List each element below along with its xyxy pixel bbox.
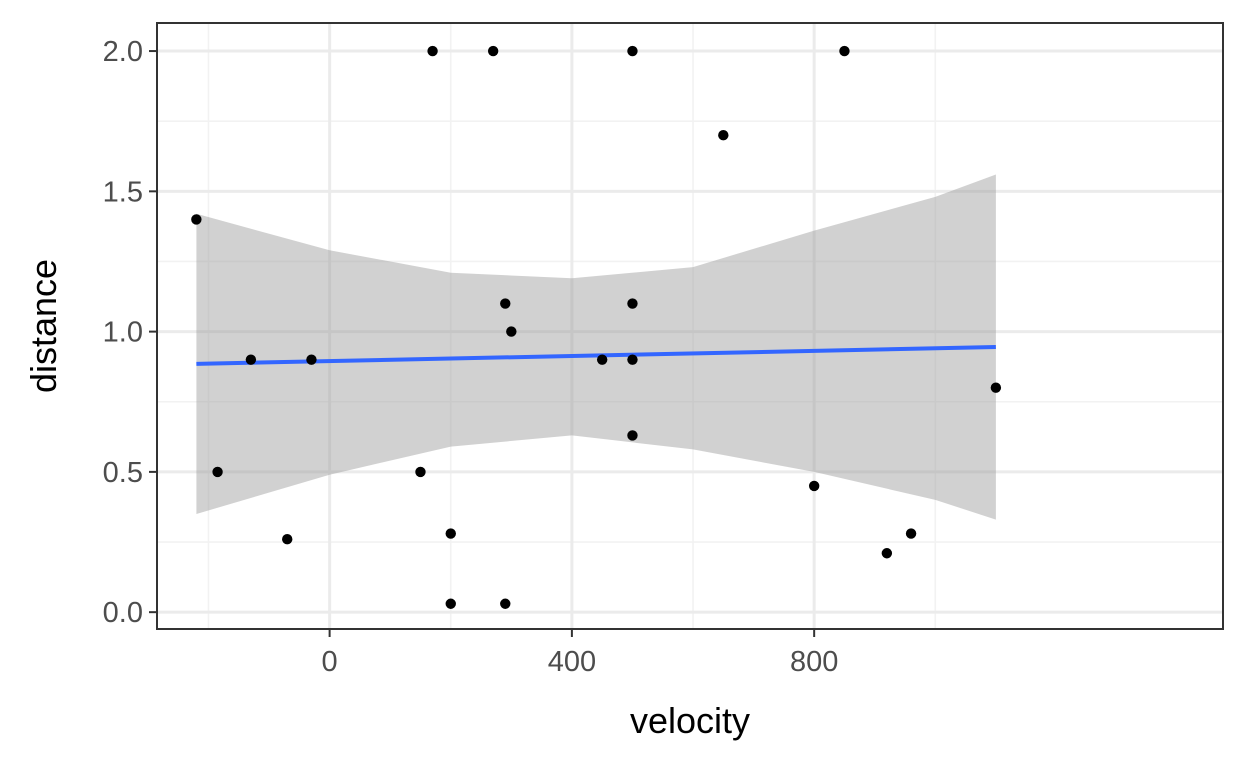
x-axis-ticks: 0 400 800 [322,629,838,678]
y-axis-title: distance [23,259,64,393]
y-axis-ticks: 0.0 0.5 1.0 1.5 2.0 [103,36,157,629]
data-point [905,528,917,539]
data-point [245,354,257,365]
data-point [808,480,820,492]
data-point [627,45,638,57]
fit-line-layer [196,345,996,366]
data-point [627,298,638,309]
data-point [415,466,426,478]
panel-border [156,22,1224,630]
data-point [191,214,202,225]
confidence-band-layer [196,174,996,520]
data-point [500,598,511,609]
data-point [427,45,438,57]
data-point [487,45,499,57]
data-point [990,382,1002,393]
y-tick-label: 1.5 [103,176,143,208]
x-axis-title: velocity [630,700,750,741]
y-tick-label: 0.5 [103,457,143,489]
x-tick-label: 0 [322,646,338,678]
data-point [839,45,850,57]
y-tick-label: 1.0 [103,317,143,349]
data-point [881,548,893,559]
data-point [445,598,456,609]
data-point [500,298,511,309]
regression-line [196,345,996,366]
data-point [506,326,517,337]
y-tick-label: 2.0 [103,36,143,68]
data-point [627,354,638,365]
data-point [718,130,729,141]
major-gridlines [157,23,1223,629]
confidence-band [196,174,996,520]
data-points [191,45,1002,609]
data-point [596,354,608,365]
data-point [212,466,223,478]
data-point [627,430,638,441]
data-point [306,354,317,365]
x-tick-label: 400 [548,646,596,678]
y-tick-label: 0.0 [103,597,143,629]
data-point [282,534,293,545]
x-tick-label: 800 [790,646,838,678]
minor-gridlines [157,23,1223,629]
data-point [445,528,456,539]
